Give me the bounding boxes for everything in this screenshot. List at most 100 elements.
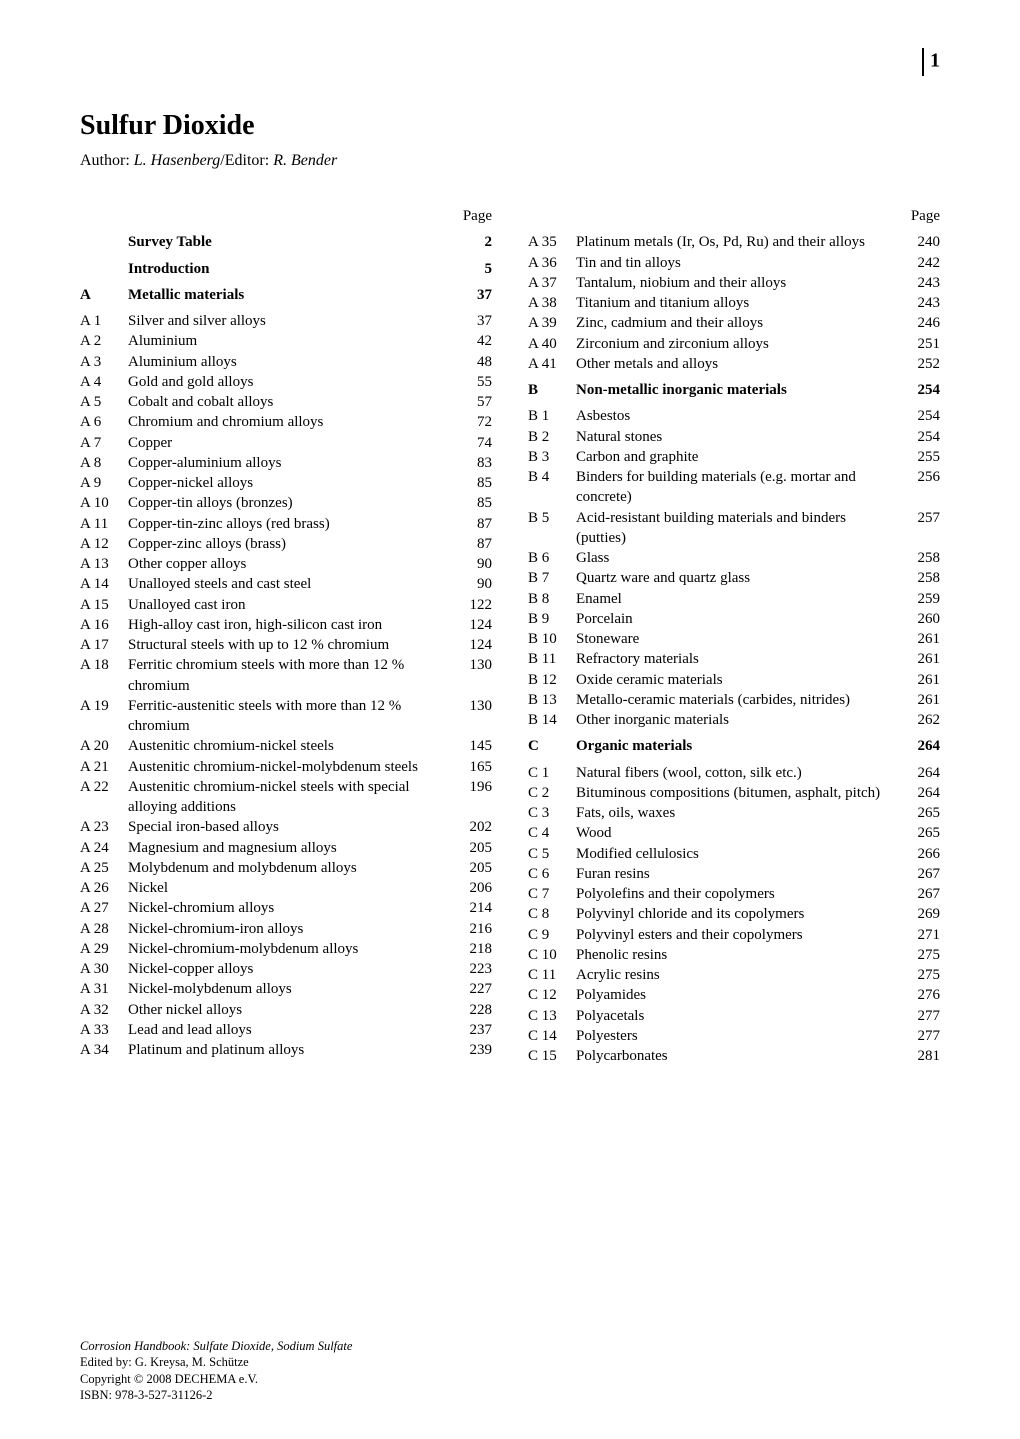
toc-label: Nickel-chromium alloys xyxy=(128,898,452,918)
toc-code: A 39 xyxy=(528,313,576,333)
toc-row: A 3Aluminium alloys48 xyxy=(80,352,492,372)
toc-row: B 6Glass258 xyxy=(528,548,940,568)
toc-label: Magnesium and magnesium alloys xyxy=(128,838,452,858)
toc-page: 258 xyxy=(900,548,940,568)
toc-row: A 24Magnesium and magnesium alloys205 xyxy=(80,838,492,858)
toc-row: A 28Nickel-chromium-iron alloys216 xyxy=(80,919,492,939)
toc-label: Special iron-based alloys xyxy=(128,817,452,837)
toc-code: A 9 xyxy=(80,473,128,493)
toc-page: 251 xyxy=(900,334,940,354)
toc-label: Natural fibers (wool, cotton, silk etc.) xyxy=(576,763,900,783)
toc-label: Phenolic resins xyxy=(576,945,900,965)
toc-row: C 1Natural fibers (wool, cotton, silk et… xyxy=(528,763,940,783)
toc-page: 216 xyxy=(452,919,492,939)
toc-code: A 29 xyxy=(80,939,128,959)
toc-page: 165 xyxy=(452,757,492,777)
toc-label: Nickel xyxy=(128,878,452,898)
toc-row: B 3Carbon and graphite255 xyxy=(528,447,940,467)
toc-label: Copper-zinc alloys (brass) xyxy=(128,534,452,554)
toc-page: 246 xyxy=(900,313,940,333)
toc-page: 145 xyxy=(452,736,492,756)
toc-label: Copper-tin-zinc alloys (red brass) xyxy=(128,514,452,534)
toc-row: A 27Nickel-chromium alloys214 xyxy=(80,898,492,918)
toc-code: C 8 xyxy=(528,904,576,924)
toc-code: A 34 xyxy=(80,1040,128,1060)
toc-label: Austenitic chromium-nickel steels xyxy=(128,736,452,756)
toc-row: A 40Zirconium and zirconium alloys251 xyxy=(528,334,940,354)
toc-row: A 33Lead and lead alloys237 xyxy=(80,1020,492,1040)
toc-row: C 2Bituminous compositions (bitumen, asp… xyxy=(528,783,940,803)
toc-row: B 8Enamel259 xyxy=(528,589,940,609)
toc-code: B 1 xyxy=(528,406,576,426)
toc-code: A 22 xyxy=(80,777,128,818)
toc-code: C 9 xyxy=(528,925,576,945)
toc-page: 37 xyxy=(452,285,492,305)
toc-code: A 15 xyxy=(80,595,128,615)
toc-row: A 2Aluminium42 xyxy=(80,331,492,351)
toc-code: B 2 xyxy=(528,427,576,447)
toc-code: A 16 xyxy=(80,615,128,635)
toc-page: 196 xyxy=(452,777,492,818)
toc-label: Nickel-copper alloys xyxy=(128,959,452,979)
toc-label: Natural stones xyxy=(576,427,900,447)
toc-page: 85 xyxy=(452,473,492,493)
toc-code: C 10 xyxy=(528,945,576,965)
toc-row: A 41Other metals and alloys252 xyxy=(528,354,940,374)
toc-code: A 25 xyxy=(80,858,128,878)
toc-code: A 24 xyxy=(80,838,128,858)
toc-page: 205 xyxy=(452,838,492,858)
toc-row: A 25Molybdenum and molybdenum alloys205 xyxy=(80,858,492,878)
toc-code: B 10 xyxy=(528,629,576,649)
toc-row: A 30Nickel-copper alloys223 xyxy=(80,959,492,979)
toc-page: 227 xyxy=(452,979,492,999)
toc-page: 281 xyxy=(900,1046,940,1066)
toc-label: Enamel xyxy=(576,589,900,609)
editor-name: R. Bender xyxy=(273,152,337,169)
toc-row: B 1Asbestos254 xyxy=(528,406,940,426)
page-col-header-right: Page xyxy=(528,206,940,226)
toc-row: A 6Chromium and chromium alloys72 xyxy=(80,412,492,432)
toc-label: Binders for building materials (e.g. mor… xyxy=(576,467,900,508)
toc-label: Polyolefins and their copolymers xyxy=(576,884,900,904)
toc-code: B 3 xyxy=(528,447,576,467)
toc-code: C 6 xyxy=(528,864,576,884)
toc-label: Nickel-molybdenum alloys xyxy=(128,979,452,999)
imprint-line-4: ISBN: 978-3-527-31126-2 xyxy=(80,1388,213,1402)
toc-label: Furan resins xyxy=(576,864,900,884)
toc-row: A 36Tin and tin alloys242 xyxy=(528,253,940,273)
toc-row: C 11Acrylic resins275 xyxy=(528,965,940,985)
toc-code: A 8 xyxy=(80,453,128,473)
toc-code: B 11 xyxy=(528,649,576,669)
toc-label: Titanium and titanium alloys xyxy=(576,293,900,313)
toc-code: A 27 xyxy=(80,898,128,918)
toc-row: C 5Modified cellulosics266 xyxy=(528,844,940,864)
toc-code: A 36 xyxy=(528,253,576,273)
toc-page: 264 xyxy=(900,736,940,756)
toc-page: 228 xyxy=(452,1000,492,1020)
toc-code: C 1 xyxy=(528,763,576,783)
toc-page: 277 xyxy=(900,1006,940,1026)
toc-row: B 4Binders for building materials (e.g. … xyxy=(528,467,940,508)
toc-page: 72 xyxy=(452,412,492,432)
toc-page: 240 xyxy=(900,232,940,252)
toc-row: B 7Quartz ware and quartz glass258 xyxy=(528,568,940,588)
toc-label: Austenitic chromium-nickel-molybdenum st… xyxy=(128,757,452,777)
toc-code: A 23 xyxy=(80,817,128,837)
toc-section-a-row: A Metallic materials 37 xyxy=(80,285,492,305)
imprint-line-2: Edited by: G. Kreysa, M. Schütze xyxy=(80,1355,249,1369)
toc-code: A 21 xyxy=(80,757,128,777)
imprint-line-3: Copyright © 2008 DECHEMA e.V. xyxy=(80,1372,258,1386)
toc-page: 37 xyxy=(452,311,492,331)
toc-row: C 7Polyolefins and their copolymers267 xyxy=(528,884,940,904)
toc-row: A 12Copper-zinc alloys (brass)87 xyxy=(80,534,492,554)
toc-label: Porcelain xyxy=(576,609,900,629)
toc-page: 254 xyxy=(900,380,940,400)
toc-row: C 8Polyvinyl chloride and its copolymers… xyxy=(528,904,940,924)
toc-label: Structural steels with up to 12 % chromi… xyxy=(128,635,452,655)
toc-code: A 30 xyxy=(80,959,128,979)
toc-label: Platinum and platinum alloys xyxy=(128,1040,452,1060)
toc-label: Polyvinyl chloride and its copolymers xyxy=(576,904,900,924)
toc-code: C 15 xyxy=(528,1046,576,1066)
toc-row: A 1Silver and silver alloys37 xyxy=(80,311,492,331)
page-col-header-left: Page xyxy=(80,206,492,226)
